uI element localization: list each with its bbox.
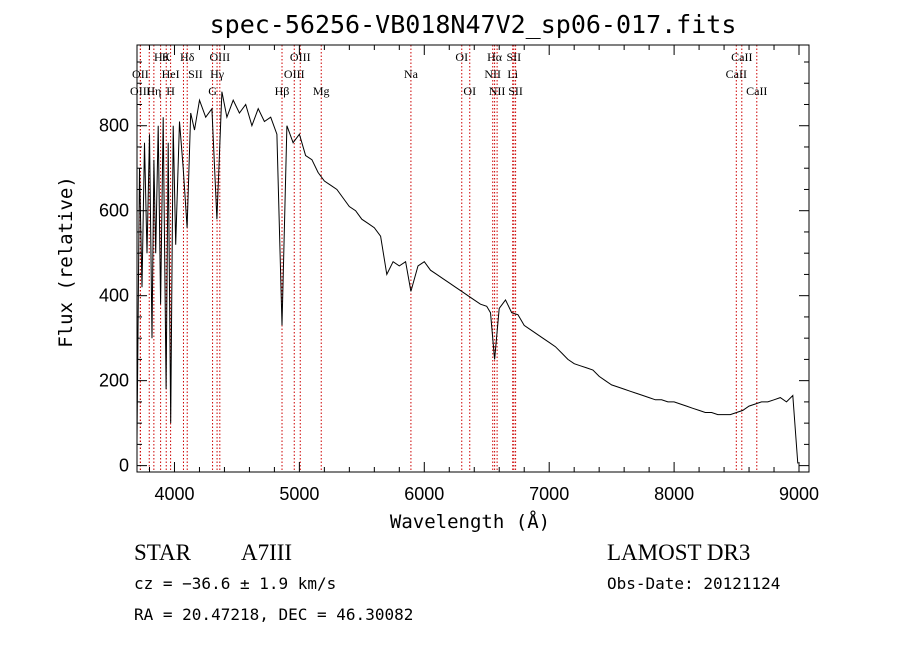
spectral-line-label: HeI bbox=[162, 67, 180, 81]
spectral-line-label: Hθ bbox=[154, 50, 169, 64]
x-tick-label: 4000 bbox=[154, 484, 194, 504]
spectral-line-label: OIII bbox=[209, 50, 230, 64]
spectral-line-label: OIII bbox=[290, 50, 311, 64]
spectral-line-label: H bbox=[166, 84, 175, 98]
spectrum-series-line bbox=[136, 91, 799, 464]
x-tick-label: 9000 bbox=[779, 484, 819, 504]
spectral-line-label: CaII bbox=[731, 50, 752, 64]
spectral-line-label: SII bbox=[507, 50, 522, 64]
spectral-line-label: CaII bbox=[746, 84, 767, 98]
spectral-line-label: G bbox=[208, 84, 217, 98]
spectral-line-markers bbox=[139, 45, 758, 472]
plot-frame bbox=[136, 44, 810, 473]
redshift-velocity: cz = −36.6 ± 1.9 km/s bbox=[134, 574, 336, 593]
spectral-line-label: SII bbox=[508, 84, 523, 98]
chart-title: spec-56256-VB018N47V2_sp06-017.fits bbox=[210, 10, 737, 39]
spectral-line-label: K bbox=[162, 50, 171, 64]
spectral-line-label: CaII bbox=[726, 67, 747, 81]
object-type: STAR bbox=[134, 540, 192, 565]
x-tick-label: 8000 bbox=[654, 484, 694, 504]
spectral-line-label: Hα bbox=[487, 50, 503, 64]
spectral-line-label: Hβ bbox=[275, 84, 290, 98]
x-tick-label: 6000 bbox=[404, 484, 444, 504]
x-axis-ticks: 4000 5000 6000 7000 8000 9000 bbox=[148, 45, 819, 504]
y-axis-ticks: 0 200 400 600 800 bbox=[99, 61, 809, 476]
y-axis-label: Flux (relative) bbox=[55, 176, 77, 348]
spectral-line-label: OII bbox=[132, 67, 149, 81]
spectral-line-label: Hδ bbox=[180, 50, 195, 64]
y-tick-label: 400 bbox=[99, 286, 129, 306]
y-tick-label: 200 bbox=[99, 371, 129, 391]
spectral-line-label: SII bbox=[188, 67, 203, 81]
spectral-line-label: OIII bbox=[130, 84, 151, 98]
spectral-line-label: NII bbox=[489, 84, 506, 98]
spectral-line-label: Li bbox=[507, 67, 518, 81]
spectral-line-label: Na bbox=[404, 67, 419, 81]
spectral-subclass: A7III bbox=[241, 540, 292, 565]
survey-name: LAMOST DR3 bbox=[607, 540, 750, 565]
y-tick-label: 800 bbox=[99, 116, 129, 136]
spectral-line-label: NII bbox=[484, 67, 501, 81]
x-tick-label: 7000 bbox=[529, 484, 569, 504]
x-axis-label: Wavelength (Å) bbox=[390, 510, 550, 533]
observation-date: Obs-Date: 20121124 bbox=[607, 574, 780, 593]
y-tick-label: 0 bbox=[119, 456, 129, 476]
coordinates: RA = 20.47218, DEC = 46.30082 bbox=[134, 605, 413, 624]
spectral-line-label: OI bbox=[455, 50, 468, 64]
x-tick-label: 5000 bbox=[279, 484, 319, 504]
spectral-line-label: OI bbox=[463, 84, 476, 98]
spectral-line-label: Mg bbox=[313, 84, 330, 98]
spectral-line-label: OIII bbox=[284, 67, 305, 81]
y-tick-label: 600 bbox=[99, 201, 129, 221]
spectral-line-label: Hη bbox=[146, 84, 161, 98]
spectral-line-label: Hγ bbox=[210, 67, 225, 81]
